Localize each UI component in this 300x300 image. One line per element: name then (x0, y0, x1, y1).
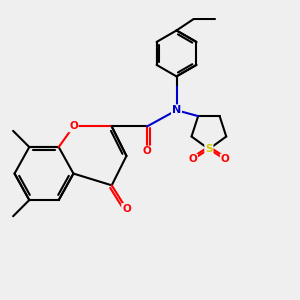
Text: O: O (122, 204, 131, 214)
Text: O: O (188, 154, 197, 164)
Text: S: S (205, 144, 213, 154)
Text: O: O (69, 122, 78, 131)
Text: O: O (143, 146, 152, 157)
Text: O: O (221, 154, 230, 164)
Text: N: N (172, 105, 181, 115)
